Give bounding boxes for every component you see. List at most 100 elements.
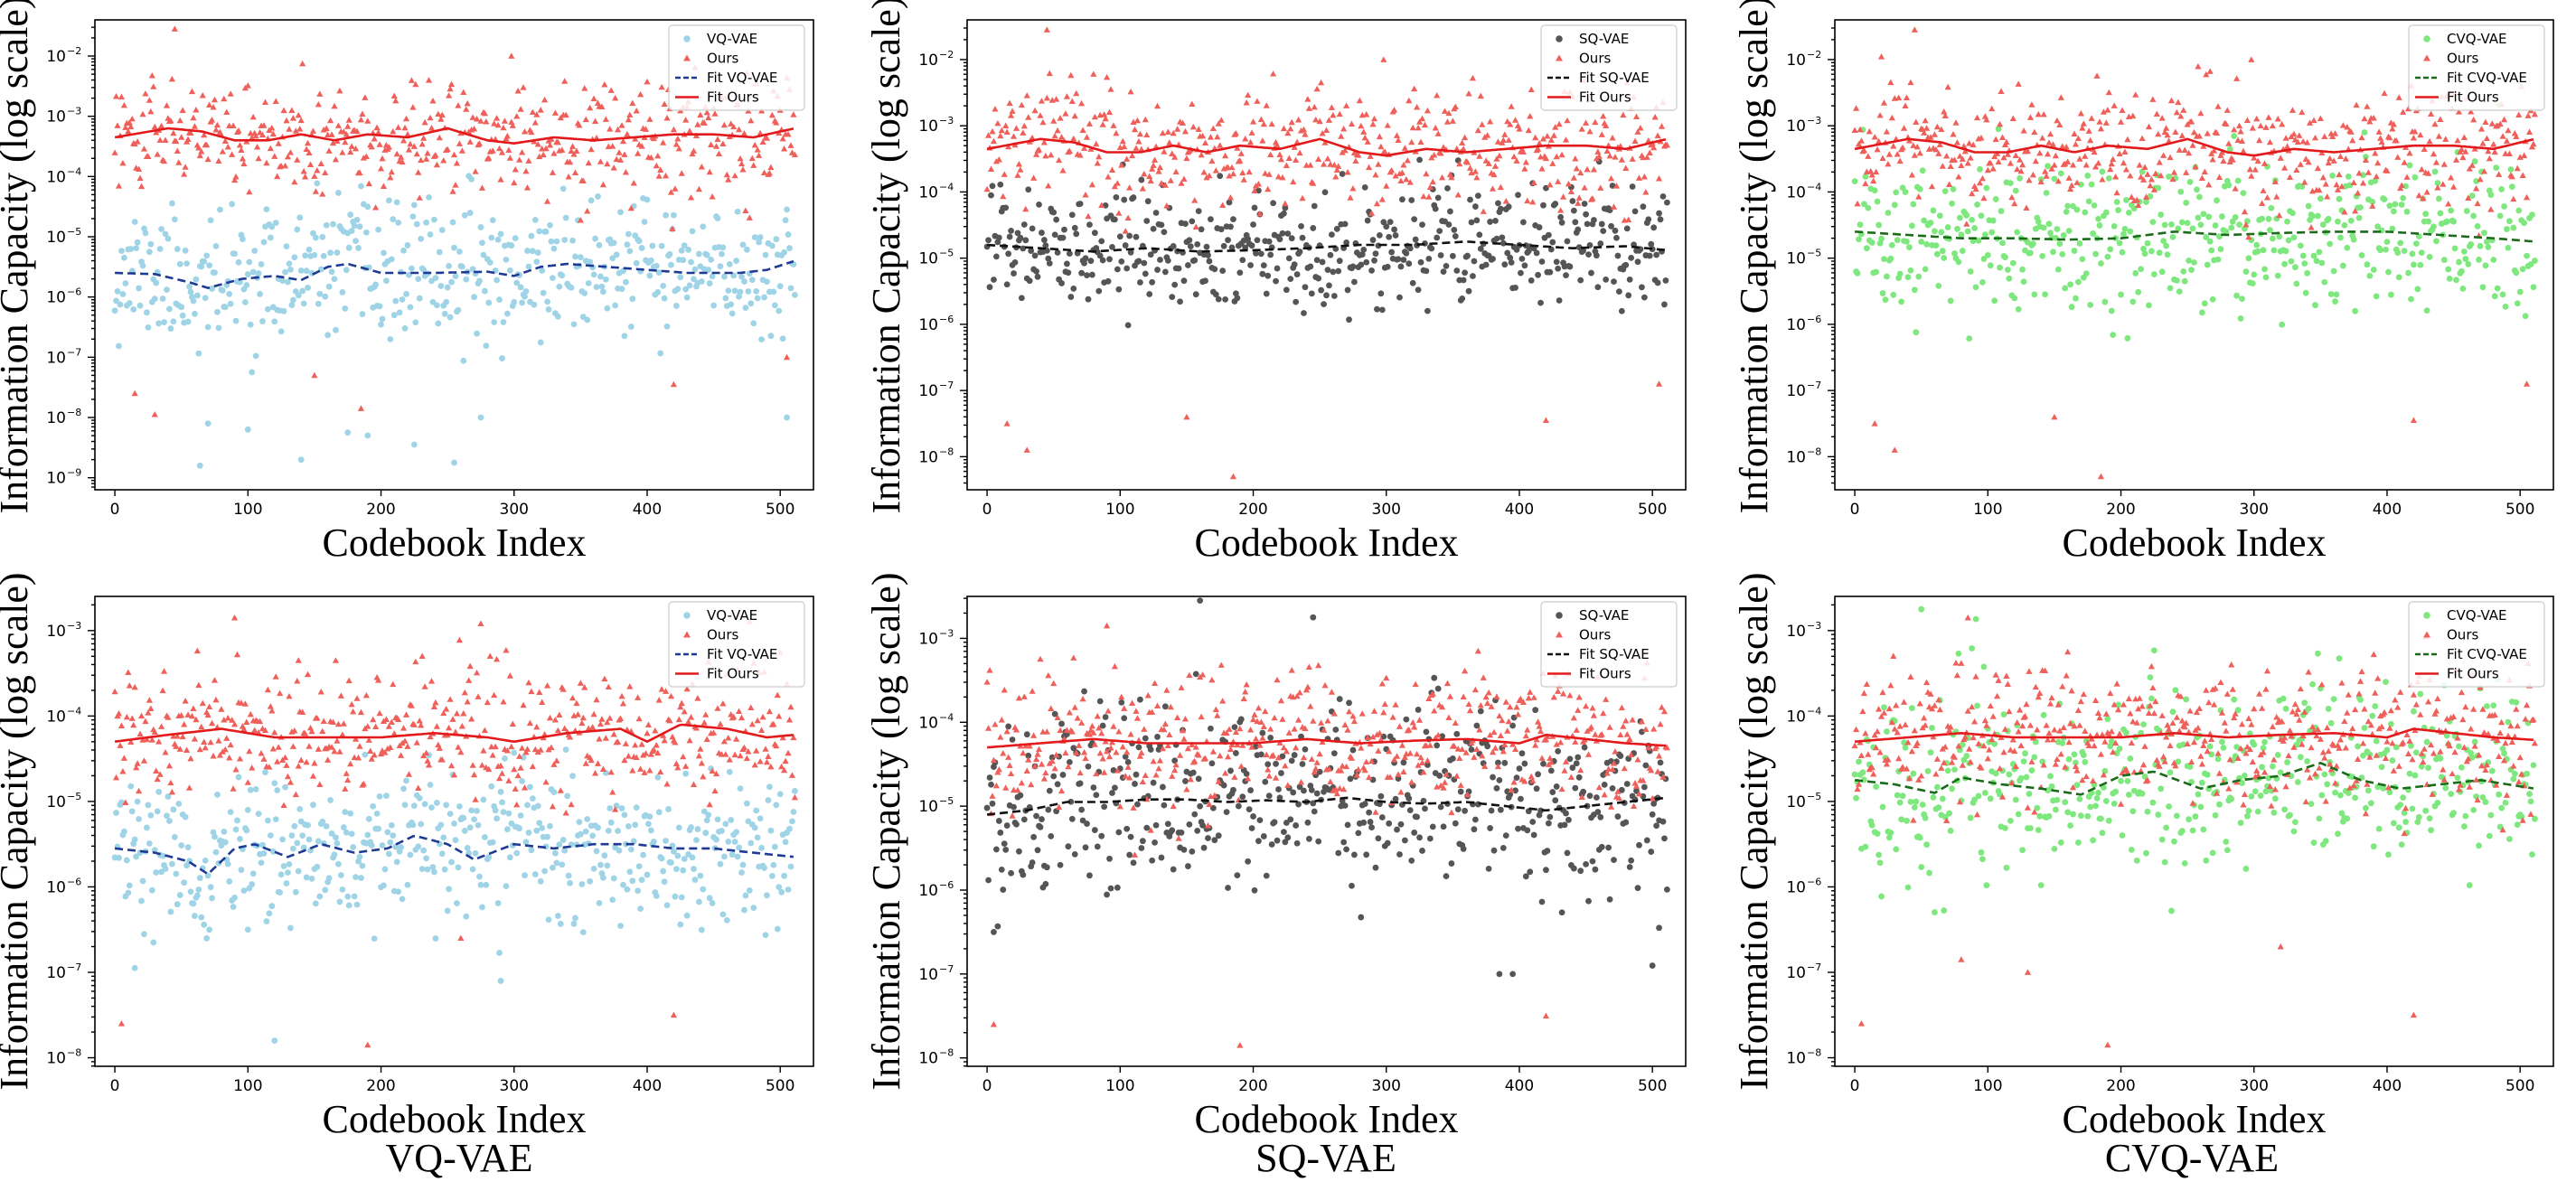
point-ours: [1565, 181, 1572, 186]
point-sq-vae: [1406, 795, 1412, 802]
point-sq-vae: [1345, 287, 1351, 294]
point-vq-vae: [495, 237, 502, 243]
point-cvq-vae: [1934, 251, 1941, 258]
point-sq-vae: [1221, 243, 1227, 249]
point-cvq-vae: [1960, 248, 1966, 254]
point-sq-vae: [1123, 266, 1130, 272]
point-vq-vae: [174, 901, 181, 907]
point-ours: [2296, 132, 2302, 137]
point-sq-vae: [987, 284, 993, 290]
point-vq-vae: [164, 286, 170, 293]
point-sq-vae: [1565, 239, 1571, 245]
point-vq-vae: [377, 303, 383, 309]
y-tick-exponent: −3: [67, 106, 81, 117]
x-tick-label: 500: [766, 1077, 794, 1095]
point-vq-vae: [766, 783, 773, 790]
point-sq-vae: [1603, 277, 1609, 283]
point-sq-vae: [1191, 811, 1198, 818]
point-sq-vae: [1475, 192, 1481, 199]
point-sq-vae: [1563, 272, 1569, 278]
point-cvq-vae: [1969, 217, 1975, 223]
point-ours: [310, 127, 316, 133]
point-cvq-vae: [2515, 208, 2522, 214]
fit-line-fit-sq-vae: [987, 241, 1666, 251]
point-sq-vae: [1191, 258, 1198, 264]
point-sq-vae: [1374, 306, 1380, 313]
point-vq-vae: [169, 201, 175, 207]
point-cvq-vae: [2185, 220, 2191, 226]
point-cvq-vae: [1974, 202, 1980, 208]
point-cvq-vae: [1938, 230, 1944, 236]
point-ours: [787, 142, 794, 147]
point-vq-vae: [383, 277, 390, 284]
point-sq-vae: [1453, 731, 1460, 737]
point-vq-vae: [710, 273, 716, 279]
point-vq-vae: [704, 817, 710, 823]
point-ours: [1340, 126, 1347, 131]
point-sq-vae: [1219, 267, 1226, 274]
point-cvq-vae: [1957, 215, 1963, 221]
point-cvq-vae: [1892, 202, 1898, 208]
point-sq-vae: [1408, 197, 1415, 203]
point-ours: [505, 777, 512, 783]
point-ours: [1475, 127, 1481, 133]
point-ours: [1990, 165, 1997, 171]
point-sq-vae: [1312, 809, 1318, 815]
point-sq-vae: [1193, 291, 1199, 297]
x-tick-label: 300: [500, 501, 529, 519]
point-sq-vae: [1045, 807, 1051, 813]
point-cvq-vae: [2286, 238, 2292, 244]
x-tick-label: 100: [1105, 501, 1134, 519]
point-ours: [406, 771, 412, 776]
point-vq-vae: [335, 861, 342, 867]
legend-label: Fit Ours: [1579, 89, 1631, 106]
point-vq-vae: [682, 856, 688, 862]
point-ours: [121, 102, 127, 108]
point-cvq-vae: [2056, 240, 2063, 247]
point-ours: [231, 614, 238, 620]
point-ours: [139, 111, 146, 117]
point-cvq-vae: [2293, 281, 2299, 287]
point-sq-vae: [991, 277, 997, 283]
point-ours: [511, 766, 517, 772]
point-sq-vae: [1346, 699, 1352, 706]
point-ours: [342, 785, 348, 791]
point-ours: [1600, 113, 1606, 118]
point-ours: [2430, 151, 2437, 156]
point-vq-vae: [423, 856, 429, 862]
point-vq-vae: [121, 829, 127, 835]
point-vq-vae: [727, 261, 733, 267]
point-vq-vae: [312, 252, 318, 258]
point-ours: [1349, 185, 1356, 191]
point-vq-vae: [149, 887, 155, 894]
point-ours: [364, 723, 371, 728]
point-ours: [443, 706, 449, 711]
point-ours: [447, 696, 453, 701]
point-ours: [192, 123, 198, 128]
point-cvq-vae: [1857, 221, 1864, 228]
point-cvq-vae: [1928, 220, 1934, 226]
point-sq-vae: [1537, 300, 1544, 306]
point-ours: [1004, 420, 1011, 426]
y-axis-title: Information Capacity (log scale): [864, 0, 908, 514]
point-ours: [200, 700, 206, 706]
point-ours: [195, 682, 202, 688]
point-cvq-vae: [2405, 270, 2411, 277]
point-ours: [1330, 112, 1336, 117]
point-ours: [767, 164, 774, 170]
point-ours: [1591, 166, 1597, 172]
point-vq-vae: [383, 792, 390, 799]
point-ours: [484, 699, 491, 705]
point-ours: [547, 715, 553, 720]
point-vq-vae: [137, 303, 144, 309]
point-sq-vae: [1385, 264, 1391, 270]
point-sq-vae: [1377, 290, 1384, 296]
point-ours: [374, 125, 381, 130]
point-sq-vae: [1407, 807, 1414, 813]
point-vq-vae: [785, 886, 792, 893]
point-vq-vae: [719, 911, 726, 917]
point-vq-vae: [212, 833, 218, 839]
point-ours: [656, 697, 663, 702]
point-ours: [1250, 118, 1256, 124]
point-sq-vae: [1483, 262, 1490, 268]
